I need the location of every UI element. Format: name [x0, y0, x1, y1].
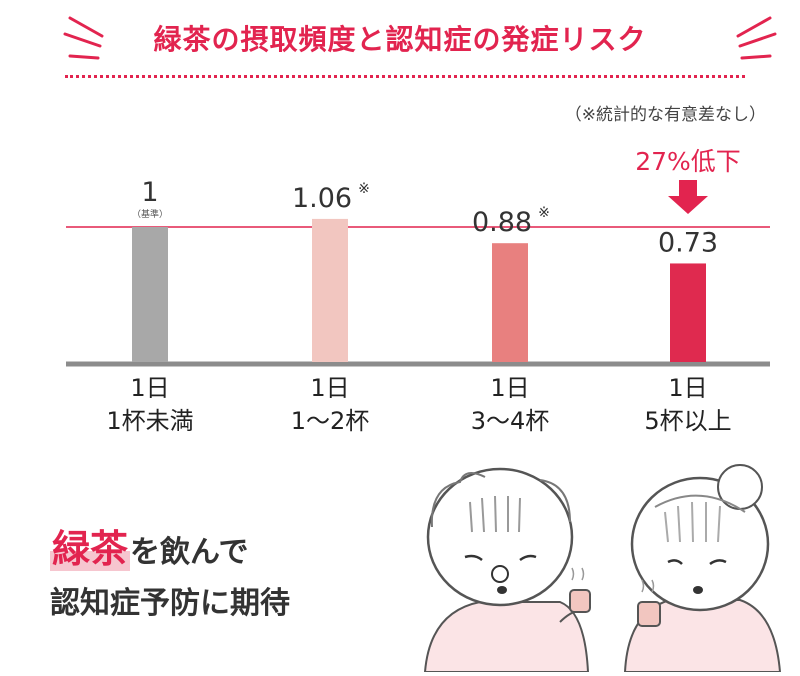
bar-3 [670, 263, 706, 362]
elderly-couple-illustration [410, 462, 790, 676]
bar-value-label-2: 0.88 [472, 207, 532, 238]
down-arrow-icon [668, 180, 708, 214]
bar-value-label-0: 1 [141, 177, 158, 208]
x-tick-label-2: 1日 3～4杯 [470, 374, 550, 435]
promo-line-2: 認知症予防に期待 [50, 586, 290, 621]
reduction-annotation: 27%低下 [635, 147, 741, 176]
promo-rest: を飲んで [130, 535, 249, 570]
left-emphasis-lines [60, 8, 120, 72]
bar-chart: 1 1.06 ※ 0.88 ※ 0.73 （基準） 27%低下 [66, 147, 770, 367]
grandpa-figure [423, 467, 591, 673]
bar-0 [132, 227, 168, 362]
significance-note: （※統計的な有意差なし） [564, 105, 766, 125]
x-tick-label-1: 1日 1～2杯 [290, 374, 370, 435]
promo-highlight: 緑茶 [50, 527, 131, 571]
bar-value-label-1: 1.06 [292, 183, 352, 214]
bar-1 [312, 218, 348, 362]
right-emphasis-lines [720, 8, 780, 72]
x-tick-label-3: 1日 5杯以上 [644, 374, 732, 435]
baseline-tag: （基準） [132, 208, 168, 220]
bar-2 [492, 243, 528, 362]
grandma-figure [623, 464, 782, 673]
chart-title: 緑茶の摂取頻度と認知症の発症リスク [153, 23, 647, 56]
bar-value-label-3: 0.73 [658, 227, 718, 258]
promo-line-1: 緑茶を飲んで [50, 518, 249, 573]
significance-mark-2: ※ [538, 205, 550, 221]
x-tick-label-0: 1日 1杯未満 [106, 374, 194, 435]
significance-mark-1: ※ [358, 181, 370, 197]
title-divider [65, 75, 745, 78]
